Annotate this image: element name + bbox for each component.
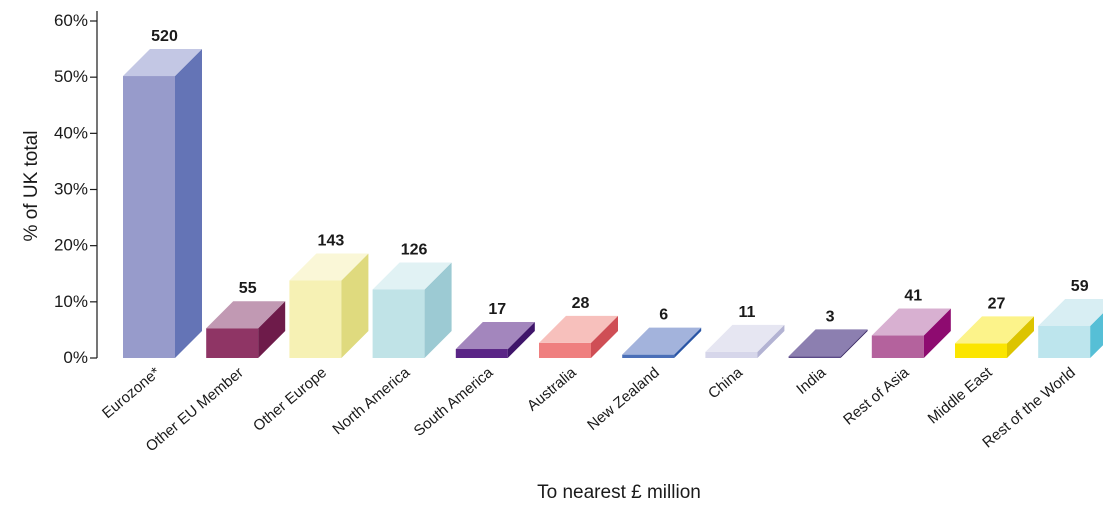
bar-side-face xyxy=(1007,316,1034,358)
bars-layer xyxy=(123,49,1103,358)
category-label: Australia xyxy=(524,364,580,415)
category-label: Rest of Asia xyxy=(840,364,913,429)
bar-front-face xyxy=(788,356,841,358)
bar-front-face xyxy=(289,280,342,358)
bar-front-face xyxy=(123,76,175,358)
bar-side-face xyxy=(341,253,369,358)
bar-front-face xyxy=(206,328,259,358)
bar-front-face xyxy=(455,349,508,358)
bar-value-label: 143 xyxy=(318,232,345,249)
y-tick-label: 30% xyxy=(54,180,88,199)
bar-value-label: 28 xyxy=(572,295,590,312)
bar-side-face xyxy=(258,301,286,358)
bar-top-face xyxy=(871,308,951,336)
bar-front-face xyxy=(705,351,758,358)
bar xyxy=(206,301,286,358)
y-tick-label: 10% xyxy=(54,292,88,311)
y-tick-label: 20% xyxy=(54,236,88,255)
bar xyxy=(705,324,785,358)
category-label: Middle East xyxy=(925,364,997,428)
y-tick-label: 50% xyxy=(54,67,88,86)
bar-value-label: 59 xyxy=(1071,278,1089,295)
bar xyxy=(455,322,535,358)
bar-value-label: 27 xyxy=(988,295,1006,312)
bar-value-label: 126 xyxy=(401,241,428,258)
bar-front-face xyxy=(372,289,425,358)
bar-value-label: 6 xyxy=(659,307,668,324)
bar-side-face xyxy=(1090,313,1103,358)
bar-value-label: 520 xyxy=(151,28,178,45)
x-axis-title: To nearest £ million xyxy=(537,482,701,503)
bar xyxy=(372,262,452,358)
bar-value-label: 3 xyxy=(826,308,835,325)
bar-value-label: 41 xyxy=(904,288,922,305)
bar xyxy=(788,329,868,358)
bar-top-face xyxy=(289,253,369,281)
bar-top-face xyxy=(372,262,452,290)
bar-value-label: 17 xyxy=(488,301,506,318)
bar-value-label: 55 xyxy=(239,280,257,297)
bar-top-face xyxy=(955,316,1034,344)
bar-side-face xyxy=(591,315,618,358)
bar xyxy=(955,316,1034,358)
category-label: South America xyxy=(411,364,497,440)
bar-front-face xyxy=(955,343,1007,358)
bar-side-face xyxy=(757,324,785,358)
bar xyxy=(539,315,618,358)
category-label: India xyxy=(793,364,829,398)
bar-top-face xyxy=(705,324,785,352)
bar-front-face xyxy=(1038,325,1091,358)
bar-side-face xyxy=(424,262,452,358)
bar-top-face xyxy=(1038,298,1103,326)
bar xyxy=(622,327,702,358)
bar xyxy=(123,49,202,358)
category-label: North America xyxy=(329,364,413,439)
category-label: Eurozone* xyxy=(99,364,164,422)
bar-side-face xyxy=(840,329,868,358)
bar-value-label: 11 xyxy=(738,304,755,321)
bar-side-face xyxy=(923,308,951,358)
bar-top-face xyxy=(455,322,535,350)
category-label: Other Europe xyxy=(250,364,330,435)
bar-top-face xyxy=(123,49,202,77)
bar xyxy=(289,253,369,358)
bar-side-face xyxy=(674,327,702,358)
y-tick-label: 60% xyxy=(54,11,88,30)
category-label: New Zealand xyxy=(584,364,663,434)
bar xyxy=(871,308,951,358)
y-tick-label: 0% xyxy=(63,348,88,367)
bar-top-face xyxy=(788,329,868,357)
bar-front-face xyxy=(539,342,591,358)
bar-top-face xyxy=(206,301,286,329)
bar-top-face xyxy=(539,315,618,343)
bar-side-face xyxy=(507,322,535,358)
bar xyxy=(1038,298,1103,358)
bar-front-face xyxy=(622,354,675,358)
bar-top-face xyxy=(622,327,702,355)
bar-side-face xyxy=(175,49,202,358)
y-tick-label: 40% xyxy=(54,123,88,142)
axis-layer: 0% 10% 20% 30% 40% 50% 60% xyxy=(54,11,98,367)
bar-front-face xyxy=(871,335,924,358)
y-axis-title: % of UK total xyxy=(21,131,42,242)
category-label: China xyxy=(705,364,746,403)
